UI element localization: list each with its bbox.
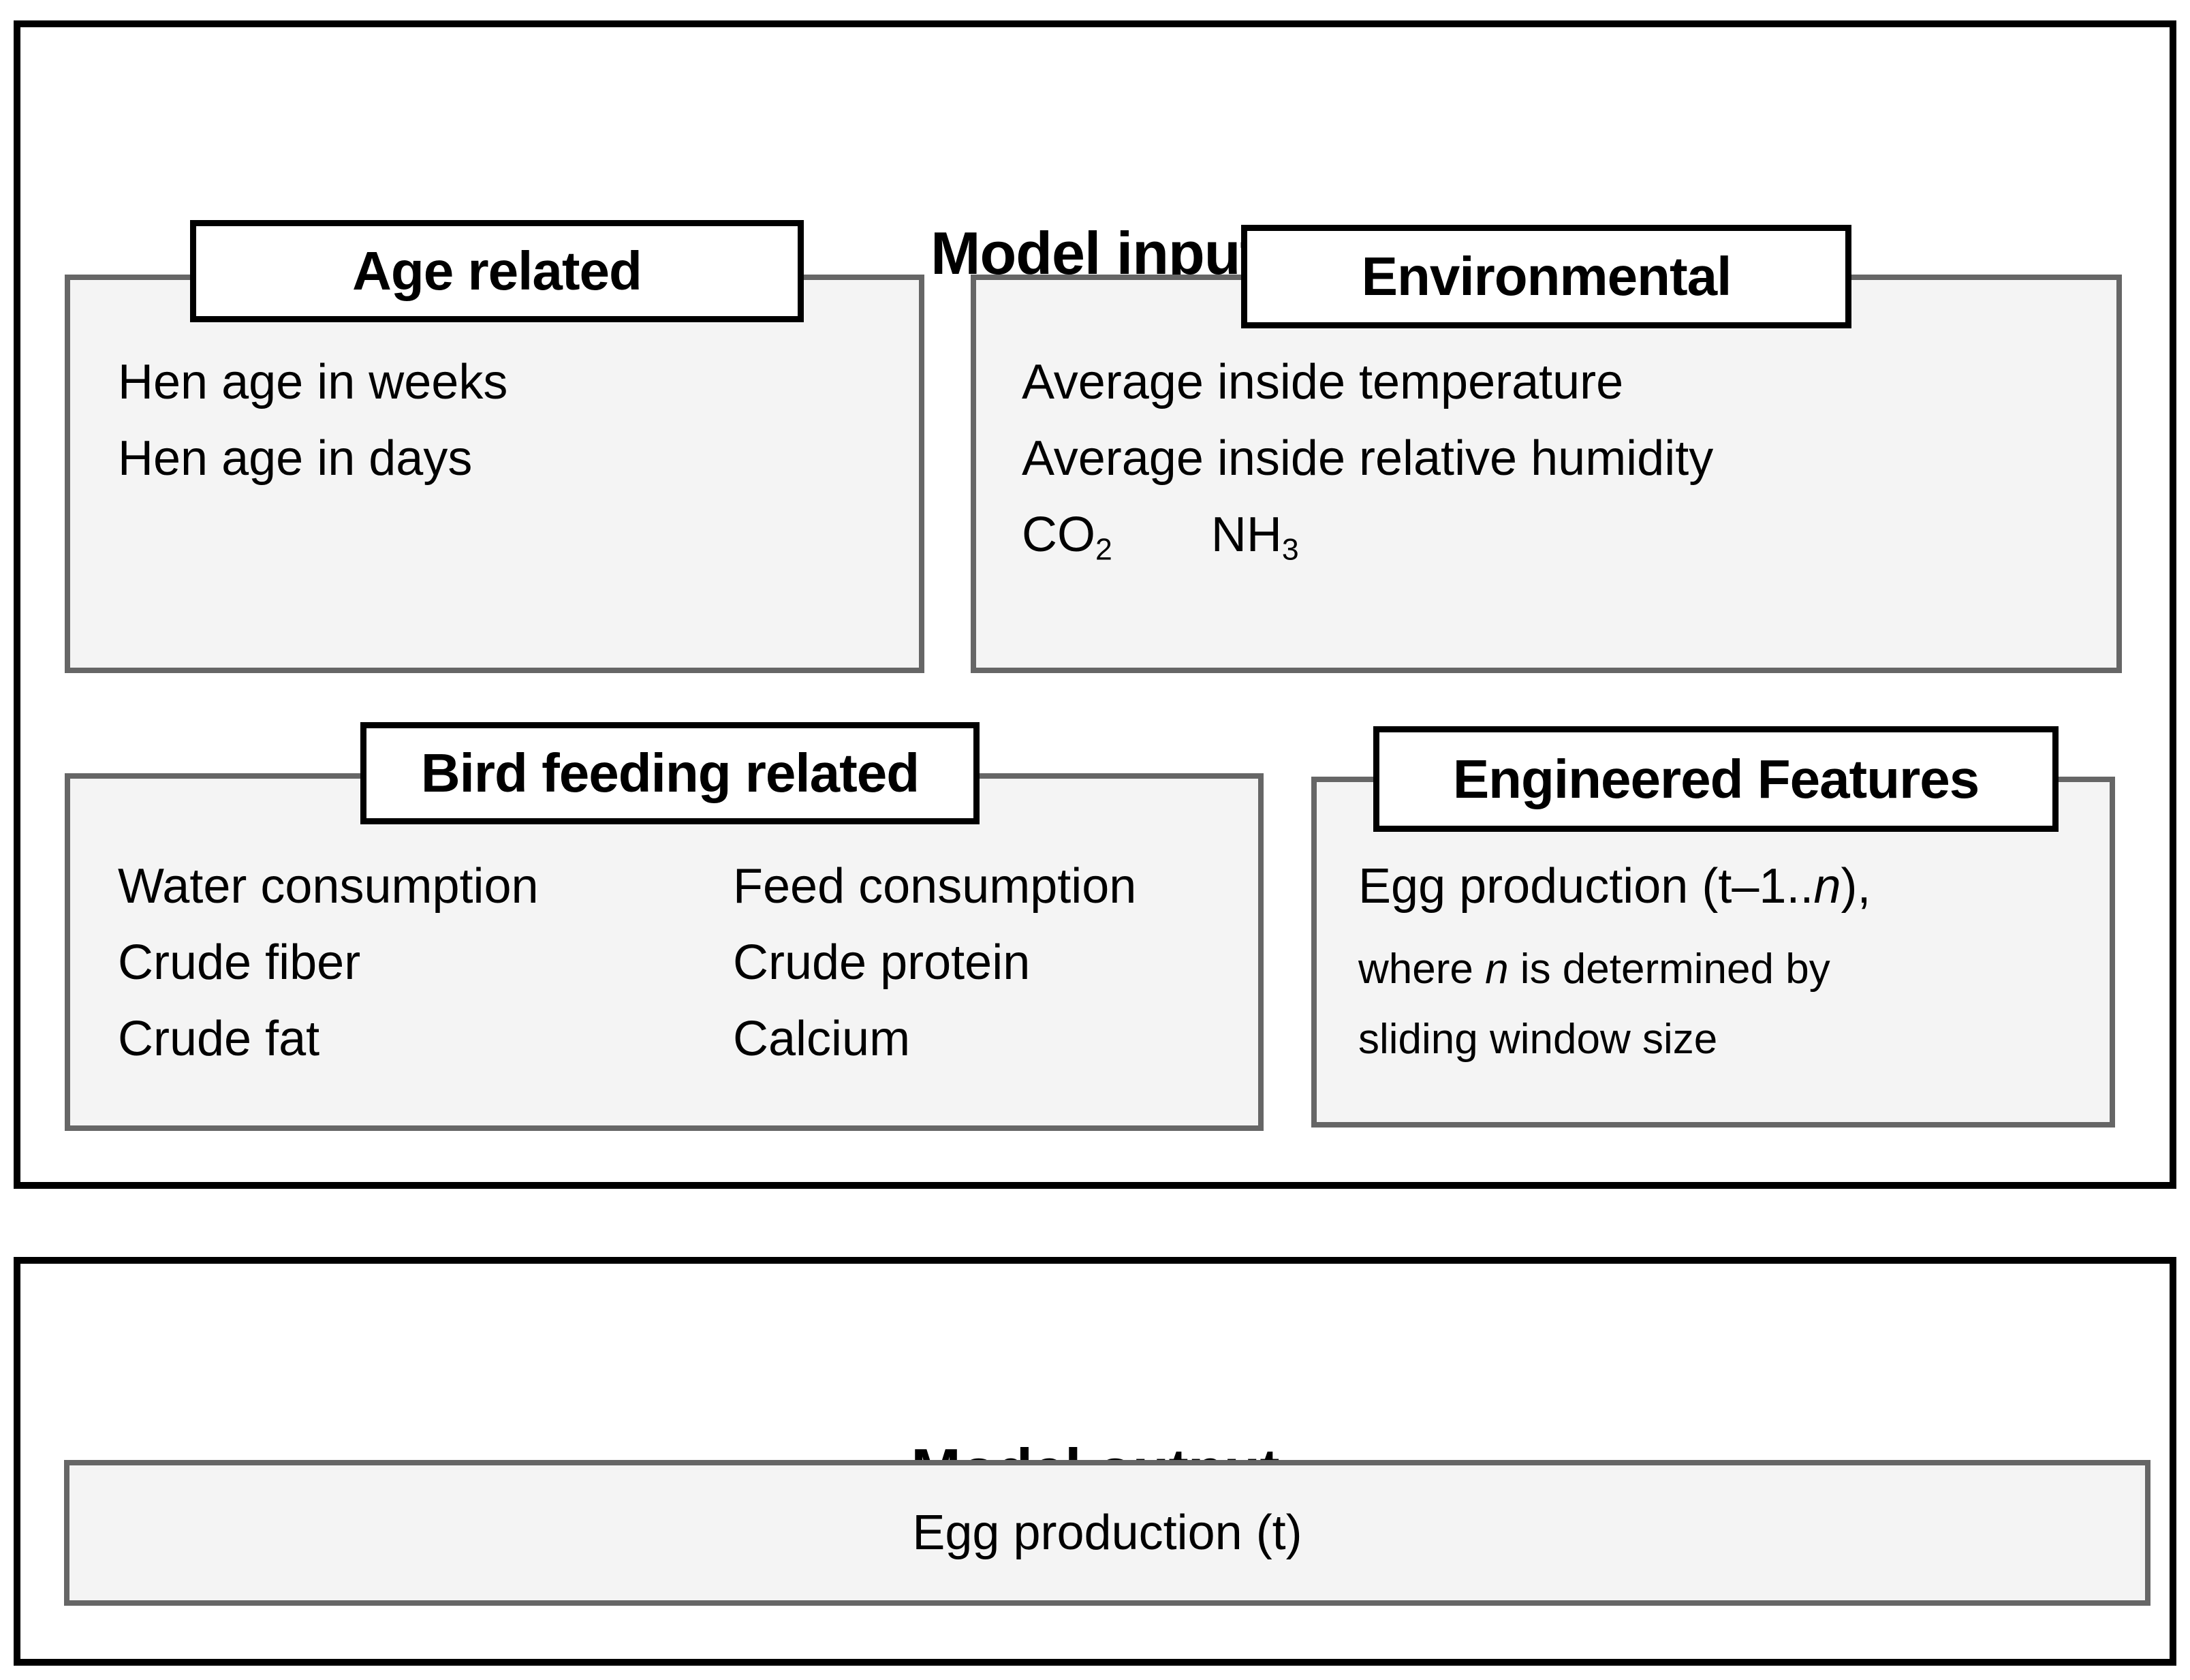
co2-label: CO2: [1022, 508, 1112, 567]
environmental-item: Average inside relative humidity: [1022, 431, 1714, 486]
engineered-feature-line3: sliding window size: [1358, 1016, 1718, 1063]
engineered-feature-note: where n is determined by sliding window …: [1358, 934, 2080, 1074]
age-related-label-text: Age related: [352, 240, 642, 301]
bird-feeding-column-2: Feed consumption Crude protein Calcium: [733, 848, 1136, 1077]
bird-feeding-label-text: Bird feeding related: [420, 743, 920, 803]
feeding-item: Water consumption: [118, 859, 539, 914]
bird-feeding-column-1: Water consumption Crude fiber Crude fat: [118, 848, 539, 1077]
variable-n: n: [1813, 859, 1841, 914]
engineered-feature-line1: Egg production (t–1..n),: [1358, 859, 1871, 914]
engineered-features-label: Engineered Features: [1373, 726, 2059, 832]
age-related-items: Hen age in weeks Hen age in days: [118, 344, 507, 497]
model-output-item: Egg production (t): [912, 1506, 1302, 1560]
bird-feeding-label: Bird feeding related: [360, 722, 980, 824]
model-output-title-line2: (Y): [14, 1675, 2176, 1680]
feeding-item: Crude protein: [733, 935, 1031, 990]
environmental-label: Environmental: [1241, 225, 1851, 328]
feeding-item: Feed consumption: [733, 859, 1137, 914]
age-item: Hen age in days: [118, 431, 473, 486]
engineered-feature-line2: where n is determined by: [1358, 946, 1830, 993]
feeding-item: Calcium: [733, 1012, 911, 1066]
engineered-features-label-text: Engineered Features: [1452, 748, 1980, 809]
co2-subscript: 2: [1095, 533, 1112, 567]
environmental-item: Average inside temperature: [1022, 355, 1624, 409]
bird-feeding-panel: [65, 773, 1264, 1131]
age-item: Hen age in weeks: [118, 355, 508, 409]
environmental-label-text: Environmental: [1361, 246, 1732, 307]
feeding-item: Crude fat: [118, 1012, 320, 1066]
engineered-features-items: Egg production (t–1..n), where n is dete…: [1358, 848, 2080, 1074]
nh3-label: NH3: [1210, 508, 1299, 567]
nh3-subscript: 3: [1281, 533, 1299, 567]
variable-n: n: [1485, 946, 1509, 993]
environmental-chemicals: CO2 NH3: [1022, 497, 1713, 573]
environmental-items: Average inside temperature Average insid…: [1022, 344, 1713, 573]
engineered-features-panel: [1311, 777, 2115, 1127]
model-output-panel: Egg production (t): [64, 1460, 2150, 1606]
feeding-item: Crude fiber: [118, 935, 361, 990]
environmental-panel: [971, 275, 2122, 673]
age-related-label: Age related: [190, 220, 804, 322]
